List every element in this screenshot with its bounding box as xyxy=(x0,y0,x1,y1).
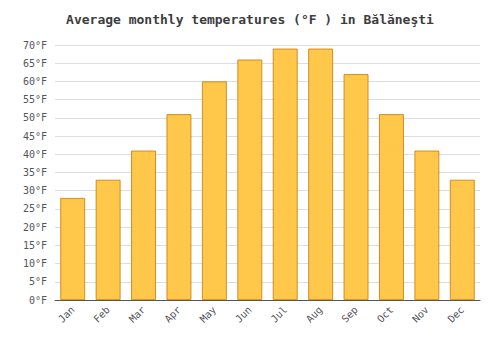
svg-text:30°F: 30°F xyxy=(23,185,47,196)
svg-text:20°F: 20°F xyxy=(23,222,47,233)
svg-text:Average monthly temperatures (: Average monthly temperatures (°F ) in Bă… xyxy=(66,12,434,27)
svg-text:70°F: 70°F xyxy=(23,40,47,51)
svg-text:65°F: 65°F xyxy=(23,58,47,69)
svg-text:35°F: 35°F xyxy=(23,167,47,178)
svg-text:Jan: Jan xyxy=(56,304,77,325)
svg-text:15°F: 15°F xyxy=(23,240,47,251)
svg-text:50°F: 50°F xyxy=(23,112,47,123)
svg-text:Mar: Mar xyxy=(127,304,148,325)
svg-text:Jun: Jun xyxy=(233,304,254,325)
svg-text:5°F: 5°F xyxy=(29,276,47,287)
svg-text:Apr: Apr xyxy=(162,304,183,325)
svg-text:Feb: Feb xyxy=(91,304,112,325)
svg-text:Aug: Aug xyxy=(304,304,325,325)
svg-text:Jul: Jul xyxy=(269,304,290,325)
svg-text:25°F: 25°F xyxy=(23,203,47,214)
svg-text:Oct: Oct xyxy=(375,304,396,325)
svg-text:Dec: Dec xyxy=(446,304,467,325)
svg-text:Nov: Nov xyxy=(410,304,431,325)
svg-text:45°F: 45°F xyxy=(23,131,47,142)
svg-text:10°F: 10°F xyxy=(23,258,47,269)
svg-text:Sep: Sep xyxy=(339,304,360,325)
svg-text:May: May xyxy=(198,304,219,325)
svg-text:55°F: 55°F xyxy=(23,94,47,105)
svg-text:40°F: 40°F xyxy=(23,149,47,160)
svg-text:0°F: 0°F xyxy=(29,295,47,306)
svg-text:60°F: 60°F xyxy=(23,76,47,87)
